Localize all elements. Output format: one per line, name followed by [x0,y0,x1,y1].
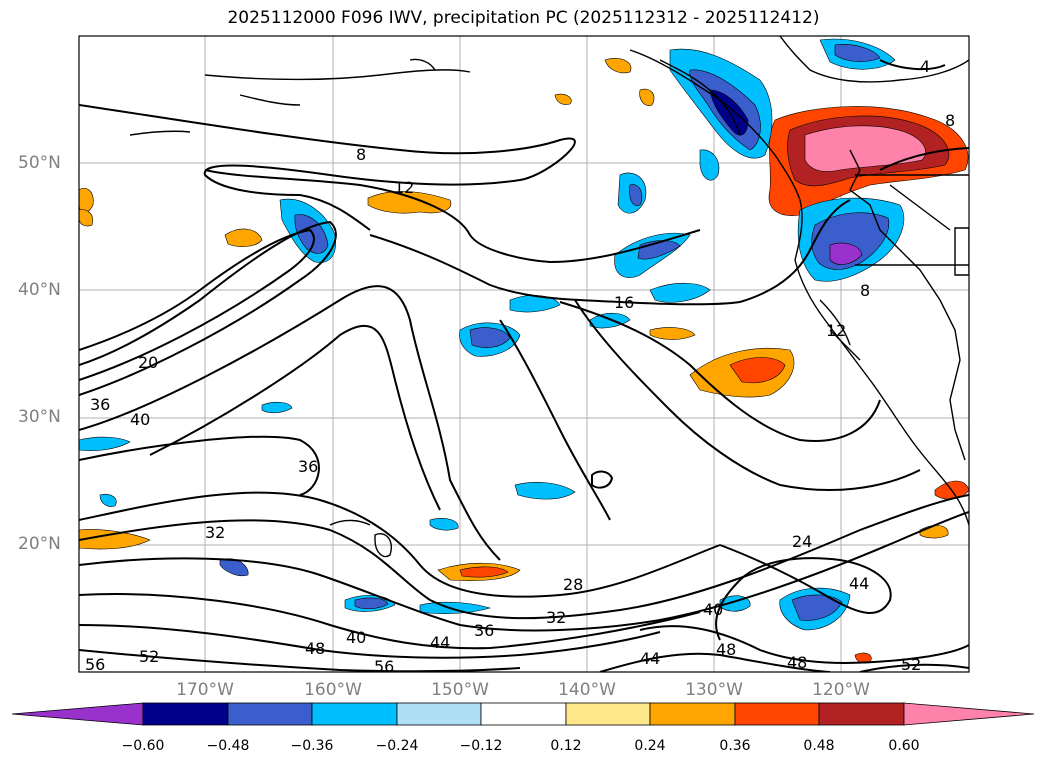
colorbar [11,702,1035,726]
colorbar-segment [734,702,820,726]
contour-label: 32 [205,523,225,542]
colorbar-tick-label: −0.60 [121,738,165,754]
map-title: 2025112000 F096 IWV, precipitation PC (2… [227,8,820,28]
contour-label: 36 [298,457,318,476]
colorbar-segment [565,702,651,726]
contour-labels: 8 12 16 20 36 40 36 32 28 24 44 40 48 48… [85,57,955,676]
lon-label: 160°W [304,680,362,700]
colorbar-segment [649,702,736,726]
colorbar-tick-label: 0.12 [550,738,582,754]
contour-label: 40 [130,410,150,429]
colorbar-tick-label: 0.60 [888,738,920,754]
map-frame [78,35,970,673]
lon-label: 130°W [685,680,743,700]
contour-label: 40 [703,600,723,619]
colorbar-tick-label: 0.48 [803,738,835,754]
contour-label: 12 [826,321,846,340]
colorbar-tick-label: −0.12 [459,738,503,754]
contour-label: 44 [640,649,660,668]
contour-label: 8 [356,145,366,164]
contour-label: 8 [945,111,955,130]
lat-label: 30°N [18,407,61,427]
contour-label: 4 [920,57,930,76]
colorbar-segment [311,702,398,726]
contour-label: 28 [563,575,583,594]
colorbar-tick-label: 0.24 [634,738,666,754]
contour-label: 44 [430,633,450,652]
precip-negative-areas [79,38,905,631]
coastlines [129,36,969,558]
colorbar-segment [142,702,229,726]
map-plot-area: 8 12 16 20 36 40 36 32 28 24 44 40 48 48… [79,36,969,676]
colorbar-tick-label: −0.36 [290,738,334,754]
precip-positive-areas [79,58,969,664]
contour-label: 16 [614,293,634,312]
contour-label: 36 [90,395,110,414]
contour-label: 56 [85,655,105,674]
contour-label: 32 [546,608,566,627]
contour-label: 8 [860,281,870,300]
contour-label: 44 [849,574,869,593]
lat-label: 40°N [18,280,61,300]
lon-label: 150°W [431,680,489,700]
contour-label: 20 [138,353,158,372]
colorbar-segment [396,702,482,726]
contour-label: 12 [394,178,414,197]
lat-label: 20°N [18,534,61,554]
colorbar-segment [818,702,905,726]
contour-label: 48 [787,653,807,672]
colorbar-segment-extend-high [903,702,1035,726]
contour-label: 52 [139,647,159,666]
iwv-contours [79,59,969,672]
lon-label: 140°W [558,680,616,700]
colorbar-tick-label: 0.36 [719,738,751,754]
contour-label: 48 [305,639,325,658]
colorbar-segment [227,702,313,726]
contour-label: 24 [792,532,812,551]
colorbar-tick-label: −0.24 [375,738,419,754]
contour-label: 56 [374,657,394,676]
colorbar-segment [480,702,567,726]
lon-label: 120°W [812,680,870,700]
lat-label: 50°N [18,153,61,173]
lon-label: 170°W [176,680,234,700]
contour-label: 40 [346,628,366,647]
contour-label: 48 [716,640,736,659]
contour-label: 36 [474,621,494,640]
colorbar-tick-label: −0.48 [206,738,250,754]
contour-label: 52 [901,655,921,674]
colorbar-segment-extend-low [11,702,144,726]
